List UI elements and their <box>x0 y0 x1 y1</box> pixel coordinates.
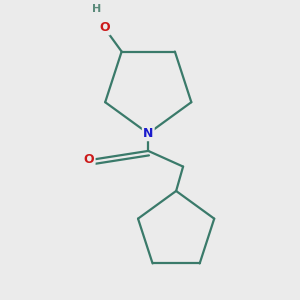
Text: N: N <box>143 127 153 140</box>
Text: O: O <box>84 153 94 166</box>
Text: H: H <box>92 4 101 14</box>
Text: O: O <box>99 21 110 34</box>
